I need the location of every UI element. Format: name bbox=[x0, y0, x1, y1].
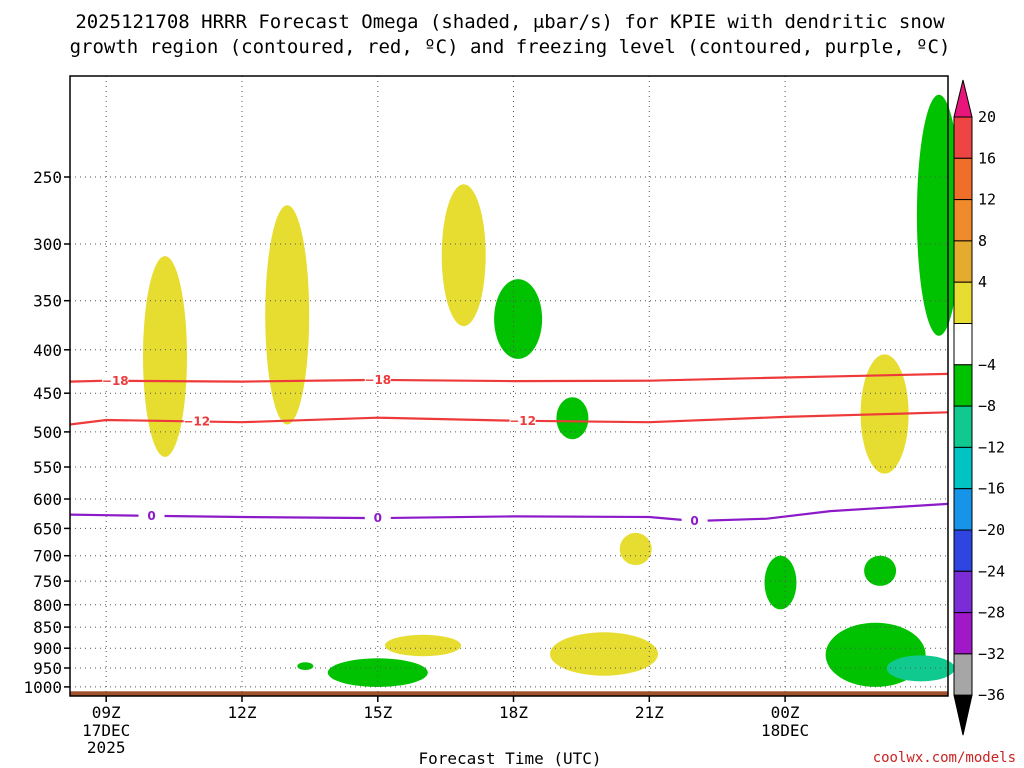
x-tick-label-18Z: 18Z bbox=[499, 703, 528, 722]
y-tick-label-400: 400 bbox=[33, 341, 62, 360]
colorbar-bin bbox=[953, 529, 973, 572]
contour--12C bbox=[69, 411, 949, 426]
y-tick-label-550: 550 bbox=[33, 458, 62, 477]
plot-frame bbox=[69, 75, 949, 697]
colorbar-label: 16 bbox=[978, 149, 996, 167]
colorbar-label: 20 bbox=[978, 108, 996, 126]
colorbar-label: −8 bbox=[978, 397, 996, 415]
contour-lines: −18 −18 −12 −12 0 0 0 bbox=[69, 372, 949, 528]
omega-region-14 bbox=[327, 658, 428, 687]
chart-title-line-2: growth region (contoured, red, ºC) and f… bbox=[70, 36, 951, 58]
x-tick-sublabel: 2025 bbox=[87, 738, 126, 757]
colorbar: 20 16 12 8 4 −4 −8 −12 −16 −20 −24 −28 −32 −36 bbox=[953, 79, 1005, 736]
colorbar-label: 4 bbox=[978, 273, 987, 291]
contour-label--18C: −18 bbox=[102, 374, 129, 388]
colorbar-bin bbox=[953, 157, 973, 201]
omega-region-1 bbox=[143, 256, 187, 457]
contour-label-bg bbox=[681, 515, 708, 527]
colorbar-bin bbox=[953, 405, 973, 448]
y-tick-label-800: 800 bbox=[33, 596, 62, 615]
omega-region-11 bbox=[764, 555, 797, 610]
colorbar-label: −12 bbox=[978, 438, 1005, 456]
colorbar-label: 8 bbox=[978, 232, 987, 250]
colorbar-label: −32 bbox=[978, 645, 1005, 663]
colorbar-top-triangle bbox=[953, 79, 973, 118]
y-tick-label-350: 350 bbox=[33, 292, 62, 311]
omega-region-2 bbox=[265, 205, 310, 425]
contour-label-freezing-level: 0 bbox=[147, 509, 155, 523]
y-tick-label-250: 250 bbox=[33, 168, 62, 187]
contour-label-bg bbox=[138, 509, 165, 522]
y-tick-label-300: 300 bbox=[33, 235, 62, 254]
y-tick-label-500: 500 bbox=[33, 423, 62, 442]
grid-lines bbox=[70, 76, 948, 696]
omega-region-8 bbox=[494, 279, 543, 359]
contour-label--18C: −18 bbox=[364, 373, 391, 387]
colorbar-bin bbox=[953, 612, 973, 655]
contour-label-bg bbox=[183, 415, 210, 428]
contour-label-freezing-level: 0 bbox=[690, 514, 698, 528]
colorbar-label: −28 bbox=[978, 604, 1005, 622]
colorbar-bin bbox=[953, 199, 973, 242]
contour-label-bg bbox=[102, 374, 129, 387]
contour-label-freezing-level: 0 bbox=[374, 511, 382, 525]
y-tick-label-1000: 1000 bbox=[23, 678, 62, 697]
omega-region-5 bbox=[619, 532, 652, 566]
colorbar-bin bbox=[953, 116, 973, 159]
x-axis-label: Forecast Time (UTC) bbox=[418, 749, 601, 768]
colorbar-bin bbox=[953, 446, 973, 490]
colorbar-label: −24 bbox=[978, 562, 1005, 580]
colorbar-bin bbox=[953, 281, 973, 325]
x-tick-label-12Z: 12Z bbox=[228, 703, 257, 722]
colorbar-label: 12 bbox=[978, 191, 996, 209]
credit-link[interactable]: coolwx.com/models bbox=[873, 750, 1016, 766]
omega-region-3 bbox=[441, 184, 486, 327]
terrain-layer bbox=[70, 691, 948, 696]
y-tick-label-850: 850 bbox=[33, 618, 62, 637]
contour-label-bg bbox=[509, 414, 536, 427]
omega-region-6 bbox=[385, 634, 461, 657]
axes: 250 300 350 400 450 500 550 600 650 700 750 800 850 9… bbox=[23, 75, 949, 757]
colorbar-bin bbox=[953, 653, 973, 696]
colorbar-label: −20 bbox=[978, 521, 1005, 539]
y-tick-label-900: 900 bbox=[33, 639, 62, 658]
terrain-surface bbox=[70, 691, 948, 696]
y-tick-label-650: 650 bbox=[33, 519, 62, 538]
colorbar-bin bbox=[953, 364, 973, 407]
x-tick-label-21Z: 21Z bbox=[635, 703, 664, 722]
colorbar-bottom-triangle bbox=[953, 694, 973, 736]
y-tick-label-600: 600 bbox=[33, 490, 62, 509]
y-tick-label-450: 450 bbox=[33, 384, 62, 403]
contour-freezing-level bbox=[69, 502, 949, 523]
colorbar-bin bbox=[953, 488, 973, 531]
colorbar-label: −16 bbox=[978, 480, 1005, 498]
y-tick-label-750: 750 bbox=[33, 572, 62, 591]
x-tick-sublabel: 17DEC bbox=[82, 721, 130, 740]
colorbar-bin bbox=[953, 570, 973, 614]
contour-label-bg bbox=[364, 512, 391, 525]
x-tick-label-15Z: 15Z bbox=[363, 703, 392, 722]
colorbar-bin bbox=[953, 323, 973, 366]
x-tick-label-09Z: 09Z bbox=[92, 703, 121, 722]
contour-label--12C: −12 bbox=[509, 414, 536, 428]
y-tick-label-700: 700 bbox=[33, 547, 62, 566]
contour-label--12C: −12 bbox=[183, 415, 210, 429]
contour-label-bg bbox=[364, 373, 391, 386]
colorbar-bin bbox=[953, 240, 973, 283]
omega-region-10 bbox=[916, 94, 961, 336]
colorbar-label: −4 bbox=[978, 356, 996, 374]
x-tick-label-00Z: 00Z bbox=[771, 703, 800, 722]
omega-region-9 bbox=[556, 397, 589, 440]
x-tick-sublabel: 18DEC bbox=[761, 721, 809, 740]
colorbar-label: −36 bbox=[978, 686, 1005, 704]
omega-region-13 bbox=[297, 662, 314, 670]
contour--18C bbox=[69, 372, 949, 383]
omega-region-7 bbox=[550, 632, 658, 676]
chart-title-line-1: 2025121708 HRRR Forecast Omega (shaded, … bbox=[75, 11, 945, 33]
omega-region-12 bbox=[864, 555, 897, 586]
omega-shaded-regions bbox=[143, 94, 961, 687]
y-tick-label-950: 950 bbox=[33, 659, 62, 678]
